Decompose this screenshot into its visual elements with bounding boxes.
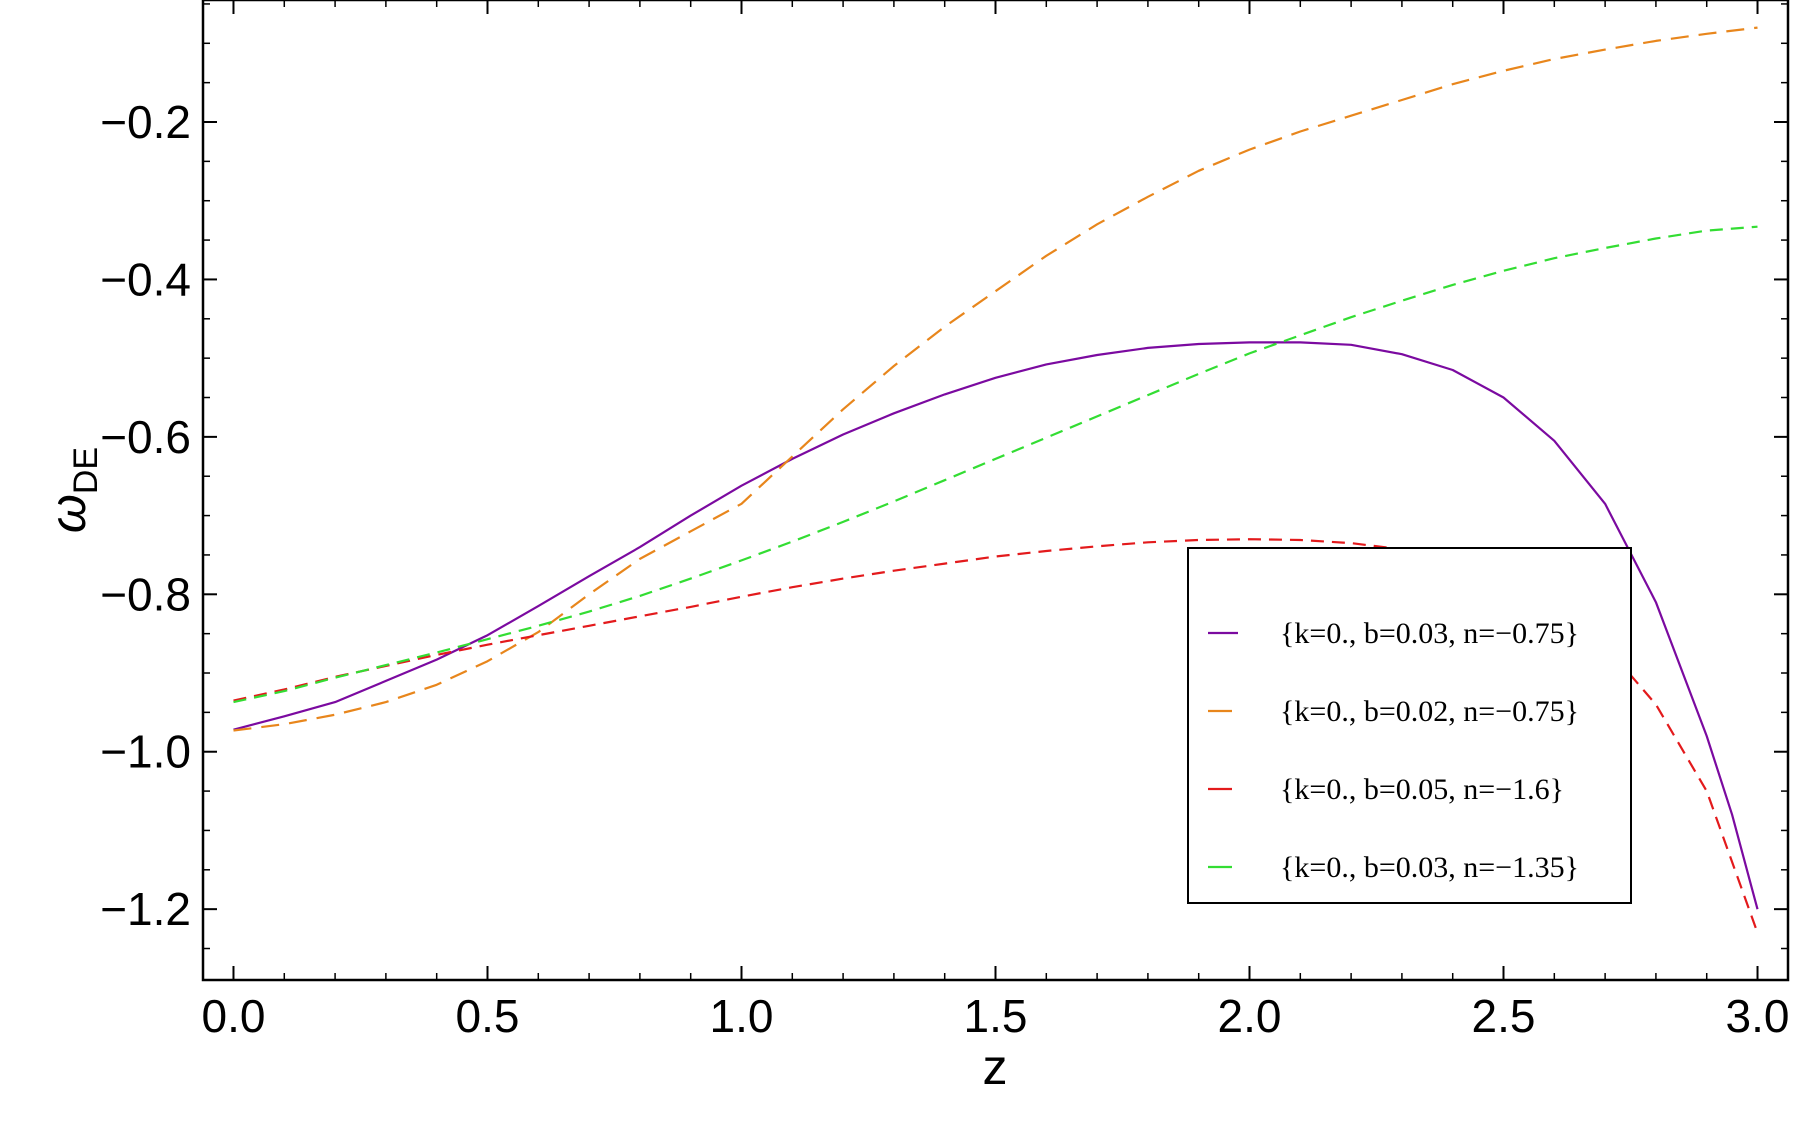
y-tick-label: −0.8 <box>100 568 191 620</box>
y-axis-title: ωDE <box>40 447 105 533</box>
y-tick-label: −0.6 <box>100 411 191 463</box>
x-axis-title: z <box>983 1039 1008 1095</box>
x-tick-label: 0.0 <box>202 990 266 1042</box>
x-tick-label: 2.0 <box>1218 990 1282 1042</box>
y-tick-label: −0.4 <box>100 253 191 305</box>
x-tick-label: 3.0 <box>1726 990 1790 1042</box>
legend-box <box>1187 547 1632 904</box>
legend-label-2: {k=0., b=0.02, n=−0.75} <box>1280 695 1579 728</box>
series-line-1 <box>233 341 1759 910</box>
y-axis-title-main: ω <box>40 494 96 533</box>
x-tick-label: 2.5 <box>1472 990 1536 1042</box>
series-line-4 <box>233 225 1758 704</box>
axis-ticks: 0.0 0.5 1.0 1.5 2.0 2.5 3.0 −1.2 −1.0 −0.8 −0.6 −0.… <box>100 0 1789 1042</box>
x-tick-label: 1.0 <box>710 990 774 1042</box>
x-tick-label: 0.5 <box>456 990 520 1042</box>
y-axis-title-sub: DE <box>67 447 105 494</box>
legend-label-4: {k=0., b=0.03, n=−1.35} <box>1280 851 1579 884</box>
x-tick-label: 1.5 <box>964 990 1028 1042</box>
series-line-2 <box>233 26 1758 732</box>
y-tick-label: −0.2 <box>100 96 191 148</box>
legend: {k=0., b=0.03, n=−0.75} {k=0., b=0.02, n=… <box>1187 547 1632 904</box>
legend-label-3: {k=0., b=0.05, n=−1.6} <box>1280 773 1564 806</box>
svg-text:ωDE: ωDE <box>40 447 105 533</box>
legend-label-1: {k=0., b=0.03, n=−0.75} <box>1280 617 1579 650</box>
y-tick-label: −1.2 <box>100 883 191 935</box>
y-tick-label: −1.0 <box>100 726 191 778</box>
